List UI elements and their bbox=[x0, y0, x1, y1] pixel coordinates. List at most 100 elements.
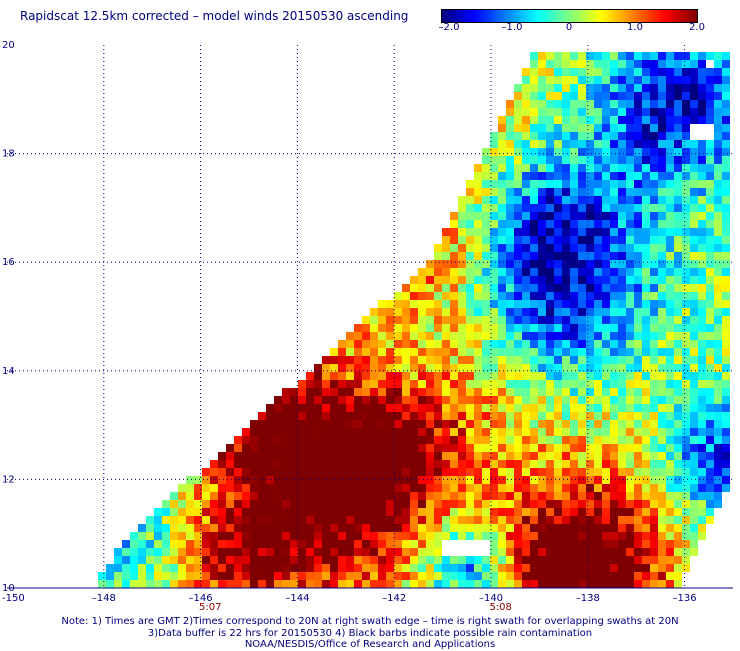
wind-cell bbox=[546, 340, 554, 348]
wind-cell bbox=[290, 396, 298, 404]
wind-cell bbox=[458, 492, 466, 500]
wind-cell bbox=[514, 108, 522, 116]
wind-cell bbox=[482, 164, 490, 172]
wind-cell bbox=[522, 76, 530, 84]
wind-cell bbox=[450, 516, 458, 524]
wind-cell bbox=[106, 572, 114, 580]
wind-cell bbox=[642, 212, 650, 220]
wind-cell bbox=[538, 60, 546, 68]
wind-cell bbox=[570, 124, 578, 132]
wind-cell bbox=[666, 564, 674, 572]
wind-cell bbox=[170, 500, 178, 508]
wind-cell bbox=[610, 60, 618, 68]
wind-cell bbox=[458, 532, 466, 540]
wind-cell bbox=[218, 564, 226, 572]
wind-cell bbox=[538, 228, 546, 236]
wind-cell bbox=[498, 300, 506, 308]
wind-cell bbox=[490, 404, 498, 412]
wind-cell bbox=[226, 500, 234, 508]
wind-cell bbox=[442, 404, 450, 412]
wind-cell bbox=[490, 420, 498, 428]
wind-cell bbox=[714, 372, 722, 380]
wind-cell bbox=[698, 476, 706, 484]
wind-cell bbox=[178, 524, 186, 532]
wind-cell bbox=[442, 372, 450, 380]
wind-cell bbox=[474, 188, 482, 196]
wind-cell bbox=[594, 148, 602, 156]
wind-cell bbox=[194, 492, 202, 500]
wind-cell bbox=[538, 580, 546, 588]
wind-cell bbox=[154, 532, 162, 540]
wind-cell bbox=[434, 580, 442, 588]
wind-cell bbox=[170, 540, 178, 548]
wind-cell bbox=[626, 276, 634, 284]
wind-cell bbox=[410, 420, 418, 428]
wind-cell bbox=[442, 388, 450, 396]
wind-cell bbox=[706, 356, 714, 364]
wind-cell bbox=[498, 444, 506, 452]
wind-cell bbox=[130, 556, 138, 564]
wind-cell bbox=[354, 324, 362, 332]
wind-cell bbox=[434, 324, 442, 332]
wind-cell bbox=[594, 132, 602, 140]
wind-cell bbox=[594, 580, 602, 588]
wind-cell bbox=[594, 380, 602, 388]
wind-cell bbox=[418, 572, 426, 580]
wind-cell bbox=[658, 508, 666, 516]
wind-cell bbox=[418, 460, 426, 468]
wind-cell bbox=[330, 508, 338, 516]
wind-cell bbox=[506, 180, 514, 188]
wind-cell bbox=[514, 508, 522, 516]
wind-cell bbox=[450, 380, 458, 388]
wind-cell bbox=[602, 484, 610, 492]
wind-cell bbox=[610, 140, 618, 148]
wind-cell bbox=[474, 484, 482, 492]
wind-cell bbox=[194, 548, 202, 556]
wind-cell bbox=[586, 388, 594, 396]
wind-cell bbox=[578, 348, 586, 356]
wind-cell bbox=[346, 348, 354, 356]
wind-cell bbox=[234, 548, 242, 556]
wind-cell bbox=[506, 428, 514, 436]
wind-cell bbox=[538, 540, 546, 548]
wind-cell bbox=[530, 364, 538, 372]
wind-cell bbox=[458, 236, 466, 244]
wind-cell bbox=[650, 132, 658, 140]
wind-cell bbox=[714, 196, 722, 204]
wind-cell bbox=[426, 428, 434, 436]
wind-cell bbox=[506, 388, 514, 396]
wind-cell bbox=[594, 484, 602, 492]
wind-cell bbox=[546, 180, 554, 188]
wind-cell bbox=[570, 116, 578, 124]
wind-cell bbox=[714, 172, 722, 180]
wind-cell bbox=[666, 580, 674, 588]
wind-cell bbox=[290, 412, 298, 420]
wind-cell bbox=[282, 420, 290, 428]
wind-cell bbox=[410, 572, 418, 580]
wind-cell bbox=[634, 284, 642, 292]
wind-cell bbox=[562, 228, 570, 236]
wind-cell bbox=[322, 356, 330, 364]
wind-cell bbox=[466, 404, 474, 412]
wind-cell bbox=[346, 564, 354, 572]
wind-cell bbox=[514, 332, 522, 340]
wind-cell bbox=[346, 420, 354, 428]
wind-cell bbox=[578, 364, 586, 372]
wind-cell bbox=[530, 212, 538, 220]
wind-cell bbox=[610, 364, 618, 372]
wind-cell bbox=[618, 492, 626, 500]
wind-cell bbox=[514, 156, 522, 164]
wind-cell bbox=[618, 116, 626, 124]
wind-cell bbox=[338, 404, 346, 412]
wind-cell bbox=[242, 580, 250, 588]
wind-cell bbox=[706, 196, 714, 204]
wind-cell bbox=[402, 372, 410, 380]
wind-cell bbox=[242, 460, 250, 468]
wind-cell bbox=[578, 140, 586, 148]
wind-cell bbox=[434, 452, 442, 460]
wind-cell bbox=[586, 556, 594, 564]
wind-cell bbox=[626, 404, 634, 412]
wind-cell bbox=[498, 532, 506, 540]
wind-cell bbox=[594, 164, 602, 172]
